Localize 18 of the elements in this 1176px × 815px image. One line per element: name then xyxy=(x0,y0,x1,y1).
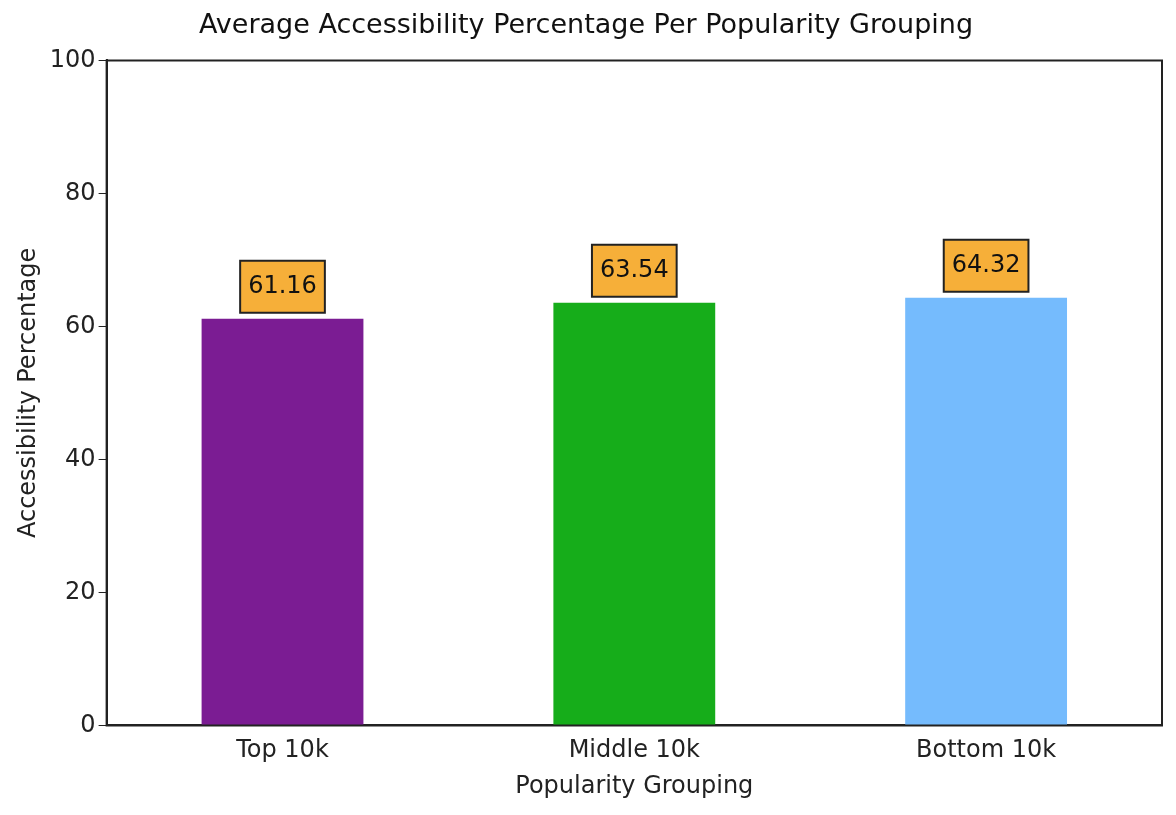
data-label: 61.16 xyxy=(248,270,317,299)
y-axis-title: Accessibility Percentage xyxy=(12,247,41,539)
y-tick-label: 0 xyxy=(80,709,96,738)
x-tick-label: Top 10k xyxy=(235,735,329,764)
y-tick-label: 20 xyxy=(65,576,96,605)
bar xyxy=(905,297,1068,725)
chart-title: Average Accessibility Percentage Per Popularity Grouping xyxy=(198,8,974,40)
bar xyxy=(553,302,716,725)
y-tick-label: 40 xyxy=(65,443,96,472)
x-axis-title: Popularity Grouping xyxy=(515,770,754,799)
data-label: 63.54 xyxy=(599,255,669,284)
x-tick-label: Bottom 10k xyxy=(916,735,1057,764)
x-tick-label: Middle 10k xyxy=(568,735,701,764)
y-tick-label: 80 xyxy=(65,177,96,206)
data-label: 64.32 xyxy=(951,249,1021,278)
y-tick-label: 60 xyxy=(65,310,96,339)
y-tick-label: 100 xyxy=(49,44,96,73)
bar xyxy=(201,318,364,725)
